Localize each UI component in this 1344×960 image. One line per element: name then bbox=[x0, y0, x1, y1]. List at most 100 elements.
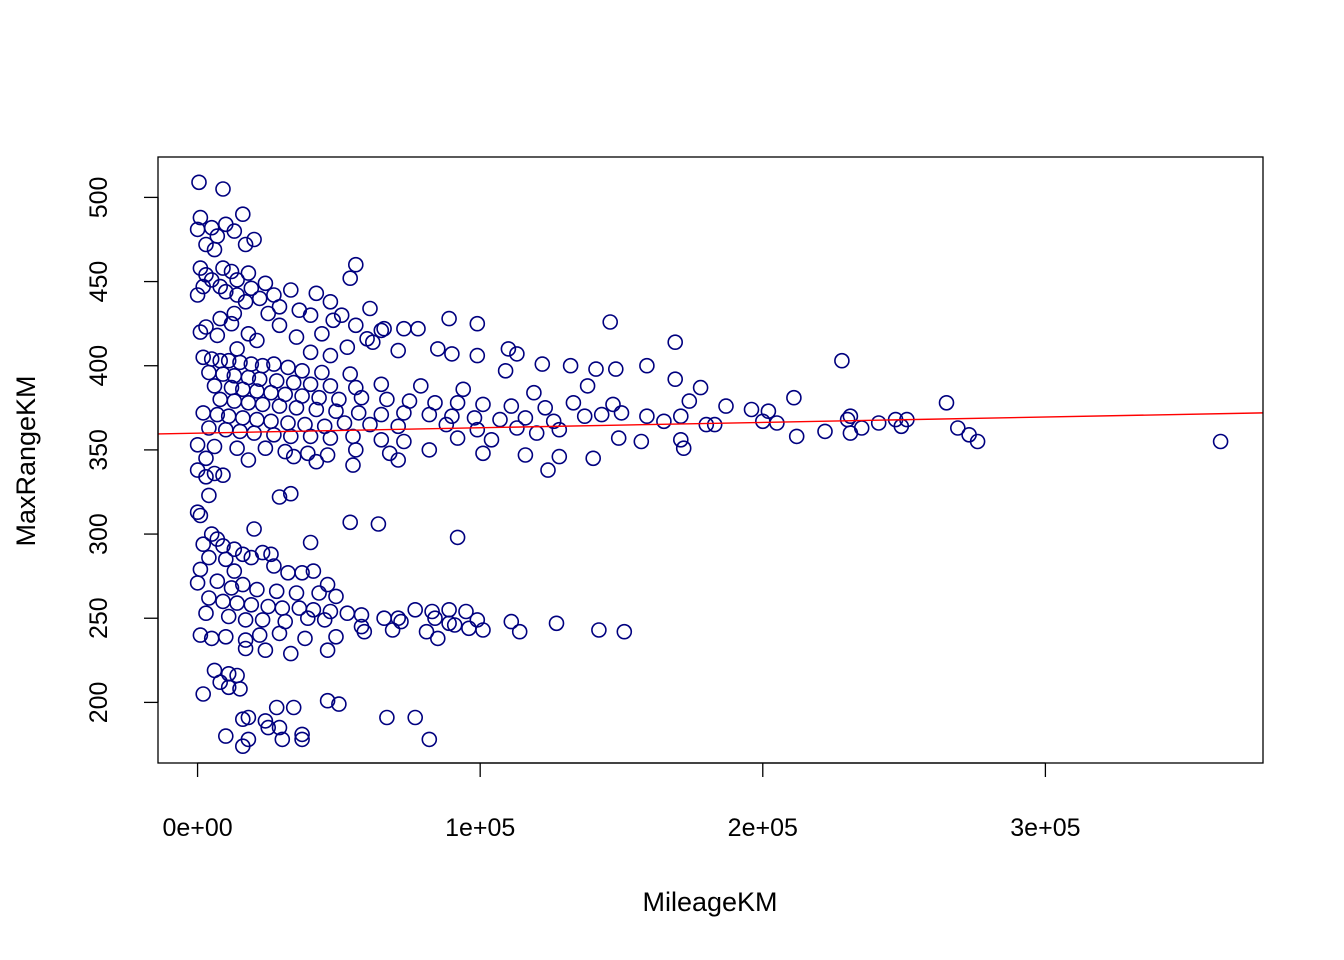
data-point bbox=[271, 317, 288, 334]
data-point bbox=[294, 731, 310, 748]
data-point bbox=[328, 628, 344, 645]
data-point bbox=[249, 581, 265, 598]
data-point bbox=[198, 266, 214, 283]
data-point bbox=[201, 487, 217, 504]
data-point bbox=[232, 354, 248, 371]
data-point bbox=[206, 438, 223, 455]
data-point bbox=[195, 278, 211, 295]
data-point bbox=[511, 623, 528, 640]
data-point bbox=[268, 699, 285, 716]
data-point bbox=[240, 709, 257, 726]
data-point bbox=[288, 399, 305, 416]
data-point bbox=[260, 719, 277, 736]
data-point bbox=[229, 440, 245, 457]
data-point bbox=[585, 450, 602, 467]
data-point bbox=[376, 320, 392, 337]
data-point bbox=[257, 440, 274, 457]
data-point bbox=[235, 206, 251, 222]
data-point bbox=[356, 623, 373, 640]
data-point bbox=[444, 408, 460, 425]
data-point bbox=[206, 378, 223, 394]
data-point bbox=[257, 275, 274, 292]
data-point bbox=[220, 679, 237, 696]
data-point bbox=[373, 406, 390, 423]
data-point bbox=[223, 263, 240, 280]
data-point bbox=[325, 312, 342, 329]
data-point bbox=[240, 265, 257, 281]
data-point bbox=[390, 452, 407, 468]
data-point bbox=[299, 445, 316, 462]
data-point bbox=[226, 563, 243, 579]
data-point bbox=[384, 622, 401, 638]
data-point bbox=[540, 462, 556, 478]
data-point bbox=[347, 317, 364, 334]
data-point bbox=[215, 366, 231, 382]
data-point bbox=[817, 423, 833, 440]
data-point bbox=[444, 346, 460, 362]
data-point bbox=[500, 341, 517, 357]
data-point bbox=[379, 391, 395, 408]
data-point bbox=[302, 534, 319, 551]
data-point bbox=[537, 399, 554, 416]
data-point bbox=[215, 260, 231, 276]
data-point bbox=[446, 617, 463, 633]
data-point bbox=[610, 430, 627, 446]
data-point bbox=[429, 341, 446, 357]
data-point bbox=[788, 428, 805, 445]
x-tick-label: 2e+05 bbox=[728, 814, 798, 842]
data-point bbox=[243, 549, 260, 566]
data-point bbox=[308, 453, 325, 470]
data-point bbox=[311, 585, 327, 601]
data-point bbox=[350, 405, 367, 421]
data-point bbox=[379, 709, 395, 726]
data-point bbox=[633, 433, 650, 450]
data-point bbox=[271, 489, 288, 505]
data-point bbox=[469, 421, 486, 438]
data-point bbox=[243, 280, 260, 297]
data-point bbox=[206, 465, 223, 482]
data-point bbox=[288, 329, 305, 345]
data-point bbox=[333, 307, 350, 324]
data-point bbox=[254, 396, 271, 413]
data-point bbox=[370, 516, 387, 532]
data-point bbox=[198, 319, 214, 335]
data-point bbox=[373, 431, 390, 448]
data-point bbox=[237, 236, 254, 253]
data-point bbox=[607, 361, 624, 377]
data-point bbox=[469, 315, 486, 332]
data-point bbox=[347, 256, 364, 273]
data-point bbox=[667, 371, 684, 388]
data-point bbox=[308, 401, 325, 418]
data-point bbox=[235, 576, 251, 593]
data-point bbox=[218, 728, 234, 744]
data-point bbox=[215, 467, 231, 484]
data-point bbox=[251, 371, 268, 388]
data-point bbox=[322, 293, 339, 310]
data-point bbox=[192, 507, 209, 524]
data-point bbox=[201, 420, 217, 436]
data-point bbox=[282, 428, 299, 445]
data-point bbox=[302, 344, 319, 361]
data-point bbox=[692, 379, 709, 396]
data-point bbox=[311, 389, 327, 406]
data-point bbox=[639, 408, 655, 425]
data-point bbox=[1212, 433, 1229, 450]
data-point bbox=[263, 546, 279, 563]
data-point bbox=[189, 575, 206, 591]
data-point bbox=[319, 692, 336, 709]
data-point bbox=[297, 630, 313, 647]
data-point bbox=[667, 334, 684, 351]
data-point bbox=[226, 223, 243, 239]
y-tick-label: 300 bbox=[85, 513, 113, 555]
data-point bbox=[266, 558, 282, 574]
data-point bbox=[246, 425, 262, 441]
data-point bbox=[373, 322, 390, 339]
data-point bbox=[209, 573, 226, 590]
data-point bbox=[220, 608, 237, 625]
data-point bbox=[754, 413, 771, 430]
data-point bbox=[322, 378, 339, 394]
data-point bbox=[246, 231, 262, 248]
data-point bbox=[331, 391, 347, 408]
data-point bbox=[246, 521, 262, 537]
